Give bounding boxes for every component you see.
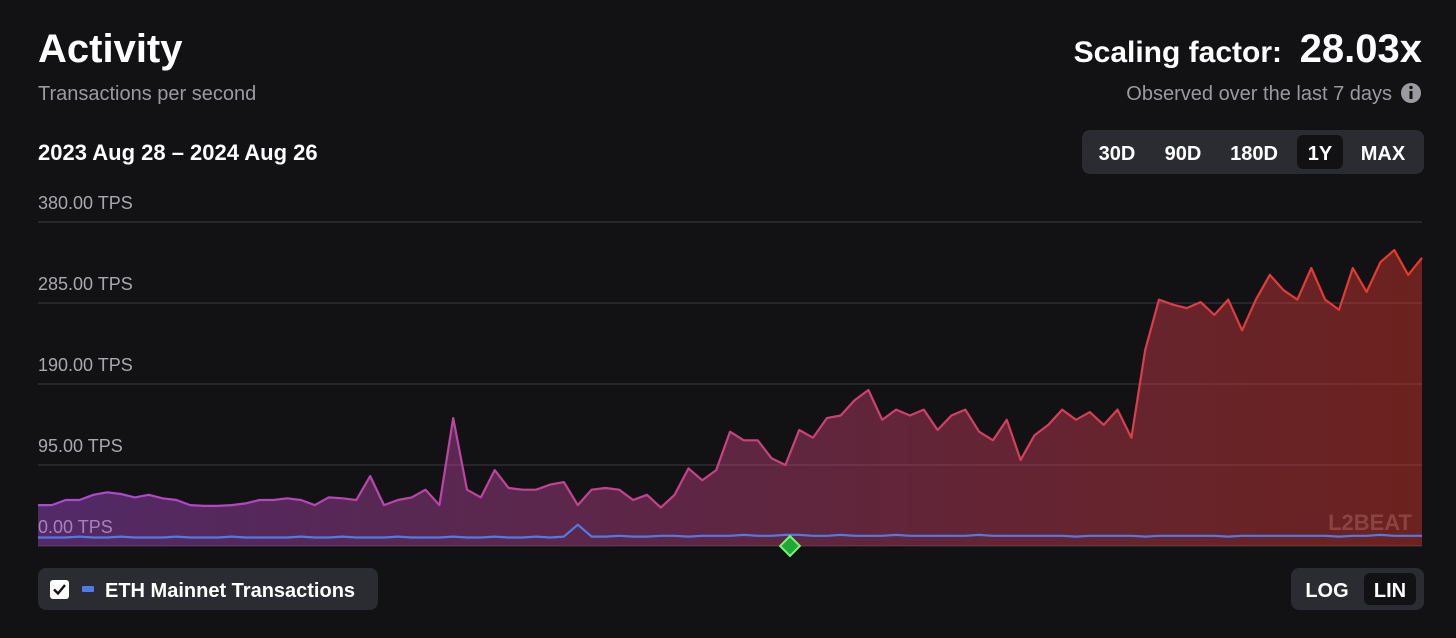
line	[38, 523, 1422, 539]
scaling-note: Observed over the last 7 days	[1126, 83, 1392, 105]
scaling-value: 28.03x	[1300, 27, 1422, 71]
range-button[interactable]: 30D	[1099, 143, 1136, 165]
title: Activity	[38, 27, 183, 71]
range-button[interactable]: 1Y	[1308, 143, 1333, 165]
scale-active-bg	[1364, 573, 1416, 605]
legend-label: ETH Mainnet Transactions	[105, 580, 355, 602]
legend-swatch	[82, 586, 94, 592]
y-tick-label: 95.00 TPS	[38, 436, 123, 456]
range-button[interactable]: 90D	[1165, 143, 1202, 165]
range-active-bg	[1297, 135, 1343, 169]
y-tick-label: 380.00 TPS	[38, 193, 133, 213]
range-button[interactable]: 180D	[1230, 143, 1278, 165]
y-tick-label: 285.00 TPS	[38, 274, 133, 294]
line	[38, 249, 1423, 509]
subtitle: Transactions per second	[38, 83, 256, 105]
hover-marker	[778, 534, 802, 558]
range-button[interactable]: MAX	[1361, 143, 1406, 165]
scale-button[interactable]: LIN	[1374, 580, 1406, 602]
legend-box	[38, 568, 378, 610]
scaling-label: Scaling factor:	[1074, 36, 1282, 69]
y-tick-label: 190.00 TPS	[38, 355, 133, 375]
scale-button[interactable]: LOG	[1305, 580, 1348, 602]
date-range: 2023 Aug 28 – 2024 Aug 26	[38, 140, 318, 165]
legend-check	[53, 584, 66, 596]
info-icon[interactable]	[1401, 83, 1421, 103]
area	[38, 250, 1422, 546]
legend-checkbox[interactable]	[50, 580, 69, 599]
